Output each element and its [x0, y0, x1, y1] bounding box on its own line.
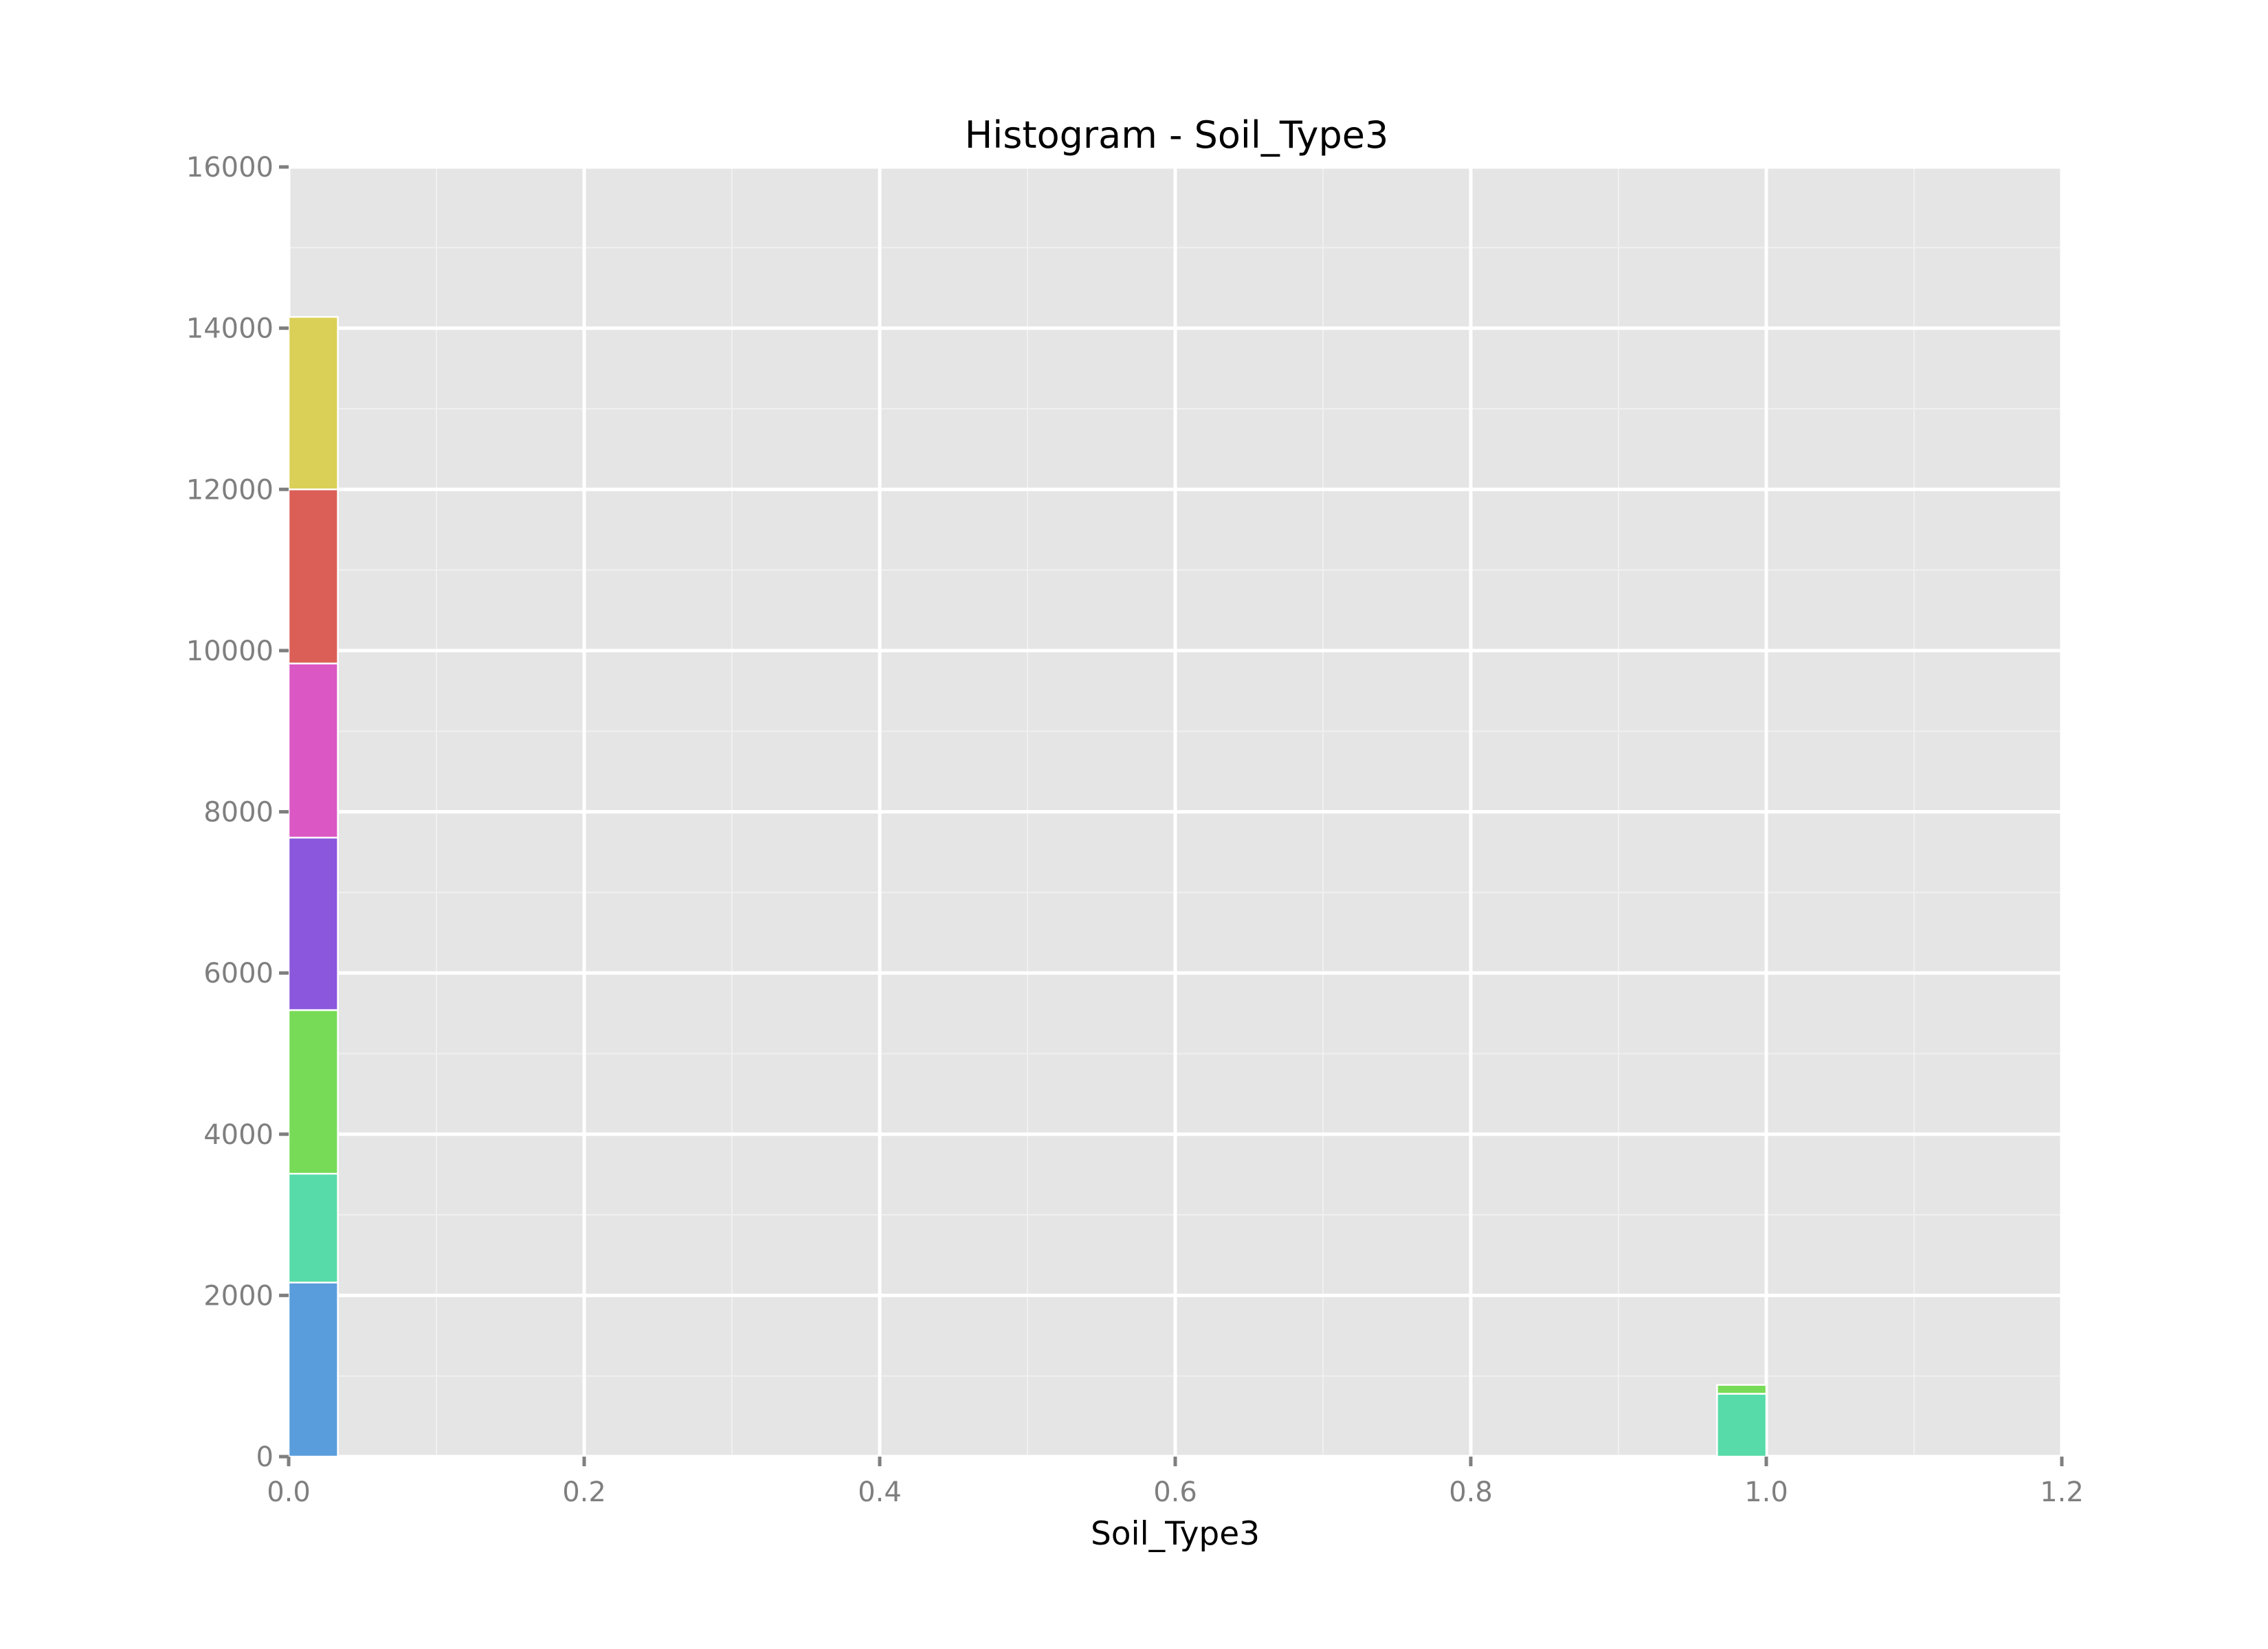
histogram-bar-segment — [287, 315, 339, 491]
histogram-bars — [287, 315, 1768, 1458]
histogram-bar-segment — [1716, 1384, 1768, 1395]
x-tick-label: 0.6 — [1153, 1477, 1197, 1508]
y-tick-label: 12000 — [186, 474, 274, 506]
y-tick-label: 2000 — [203, 1280, 274, 1312]
y-tick-label: 0 — [256, 1442, 274, 1473]
y-tick-label: 10000 — [186, 636, 274, 667]
y-tick-label: 8000 — [203, 797, 274, 829]
y-tick-label: 14000 — [186, 313, 274, 345]
histogram-bar-segment — [287, 836, 339, 1011]
histogram-bar-segment — [287, 1281, 339, 1458]
x-tick-label: 0.2 — [562, 1477, 606, 1508]
y-tick-label: 6000 — [203, 958, 274, 989]
histogram-bar-segment — [287, 662, 339, 839]
x-tick-label: 1.2 — [2040, 1477, 2084, 1508]
histogram-bar-segment — [287, 1172, 339, 1283]
x-axis-label: Soil_Type3 — [1091, 1515, 1260, 1553]
histogram-bar-segment — [287, 1009, 339, 1175]
x-tick-label: 0.0 — [267, 1477, 311, 1508]
histogram-bar-segment — [1716, 1393, 1768, 1458]
chart-title: Histogram - Soil_Type3 — [965, 113, 1389, 157]
y-tick-label: 4000 — [203, 1119, 274, 1151]
y-tick-label: 16000 — [186, 152, 274, 183]
x-tick-label: 1.0 — [1744, 1477, 1788, 1508]
histogram-bar-segment — [287, 489, 339, 664]
axes: 0 2000 4000 6000 8000 10000 12000 14000 16000 0.0… — [186, 152, 2084, 1508]
x-tick-label: 0.8 — [1449, 1477, 1493, 1508]
x-tick-label: 0.4 — [858, 1477, 902, 1508]
